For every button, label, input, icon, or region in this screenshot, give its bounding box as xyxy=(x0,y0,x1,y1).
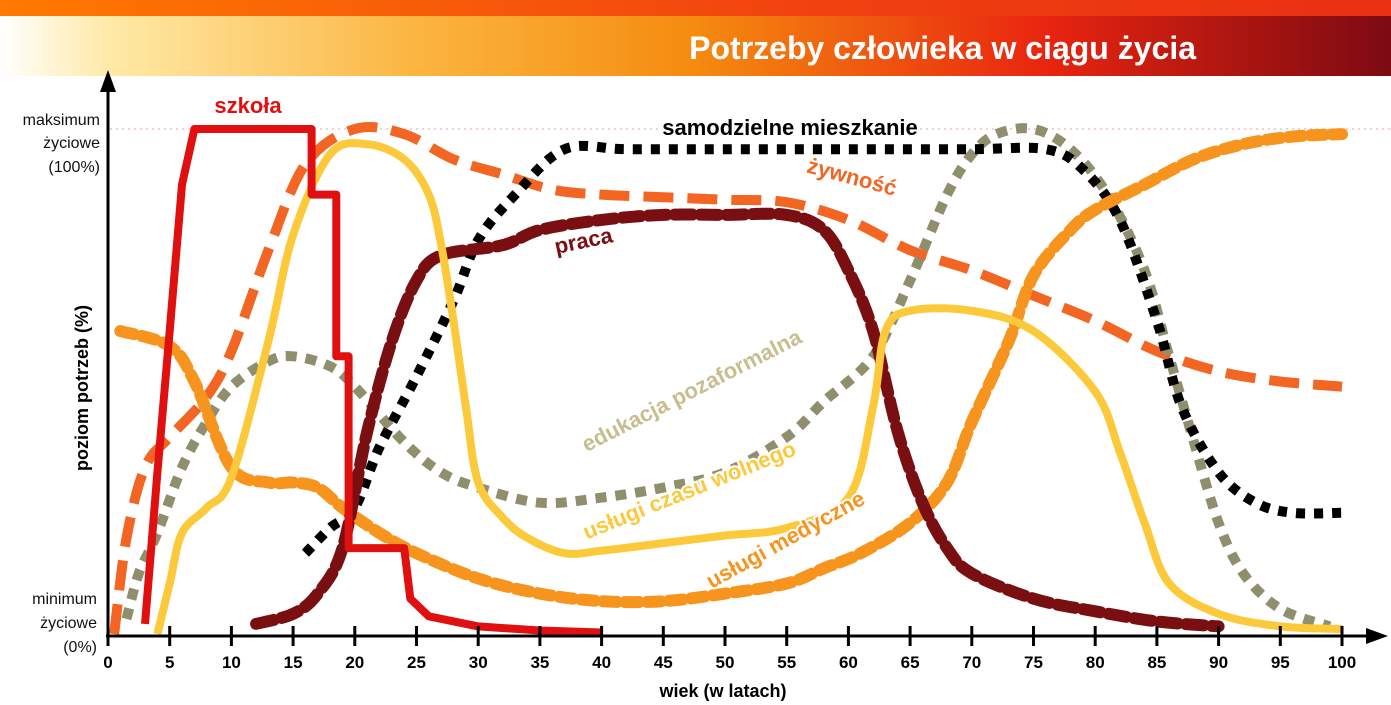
series-line-zywnosc xyxy=(109,121,1343,635)
y-max-line-3: (100%) xyxy=(48,159,100,176)
x-tick-label-35: 35 xyxy=(530,653,549,672)
x-axis-title: wiek (w latach) xyxy=(658,681,786,701)
x-tick-label-95: 95 xyxy=(1271,653,1290,672)
chart-title: Potrzeby człowieka w ciągu życia xyxy=(689,30,1196,66)
x-tick-label-55: 55 xyxy=(777,653,796,672)
series-line-uslugi-medyczne xyxy=(114,128,1348,609)
y-max-line-1: maksimum xyxy=(23,112,100,129)
y-axis-title: poziom potrzeb (%) xyxy=(72,305,92,471)
x-tick-label-25: 25 xyxy=(407,653,426,672)
series-layer xyxy=(109,121,1348,637)
x-tick-label-80: 80 xyxy=(1086,653,1105,672)
top-accent-bar xyxy=(0,0,1391,16)
series-line-samodzielne-mieszkanie xyxy=(301,140,1343,557)
x-tick-label-90: 90 xyxy=(1209,653,1228,672)
series-line-szkola xyxy=(141,125,602,637)
x-tick-label-40: 40 xyxy=(592,653,611,672)
y-min-line-3: (0%) xyxy=(63,639,97,656)
y-min-line-2: życiowe xyxy=(40,615,97,632)
series-label-samodzielne-mieszkanie: samodzielne mieszkanie xyxy=(662,115,918,140)
x-axis-arrow xyxy=(1366,628,1388,644)
x-tick-label-85: 85 xyxy=(1147,653,1166,672)
y-max-line-2: życiowe xyxy=(43,135,100,152)
series-label-zywnosc: żywność xyxy=(804,153,899,201)
series-label-edukacja-pozaformalna: edukacja pozaformalna xyxy=(578,324,807,457)
x-tick-label-15: 15 xyxy=(284,653,303,672)
x-tick-label-5: 5 xyxy=(165,653,174,672)
x-tick-label-60: 60 xyxy=(839,653,858,672)
x-tick-label-50: 50 xyxy=(716,653,735,672)
x-tick-label-20: 20 xyxy=(345,653,364,672)
x-tick-label-75: 75 xyxy=(1024,653,1043,672)
series-label-uslugi-czasu-wolnego: usługi czasu wolnego xyxy=(579,436,799,544)
series-label-uslugi-medyczne: usługi medyczne xyxy=(702,486,869,594)
y-axis-arrow xyxy=(100,70,116,92)
y-min-line-1: minimum xyxy=(32,591,97,608)
series-line-uslugi-czasu-wolnego xyxy=(153,138,1343,635)
title-banner xyxy=(0,16,1391,76)
x-tick-label-65: 65 xyxy=(901,653,920,672)
series-line-praca xyxy=(250,207,1225,633)
x-tick-label-45: 45 xyxy=(654,653,673,672)
series-label-szkola: szkoła xyxy=(214,93,282,118)
x-tick-label-10: 10 xyxy=(222,653,241,672)
x-tick-layer: 0 5 10 15 20 25 30 35 40 45 50 55 60 65 70 75 80 85 90 95 10… xyxy=(103,626,1356,672)
x-tick-label-30: 30 xyxy=(469,653,488,672)
x-tick-label-70: 70 xyxy=(962,653,981,672)
x-tick-label-100: 100 xyxy=(1328,653,1356,672)
x-tick-label-0: 0 xyxy=(103,653,112,672)
